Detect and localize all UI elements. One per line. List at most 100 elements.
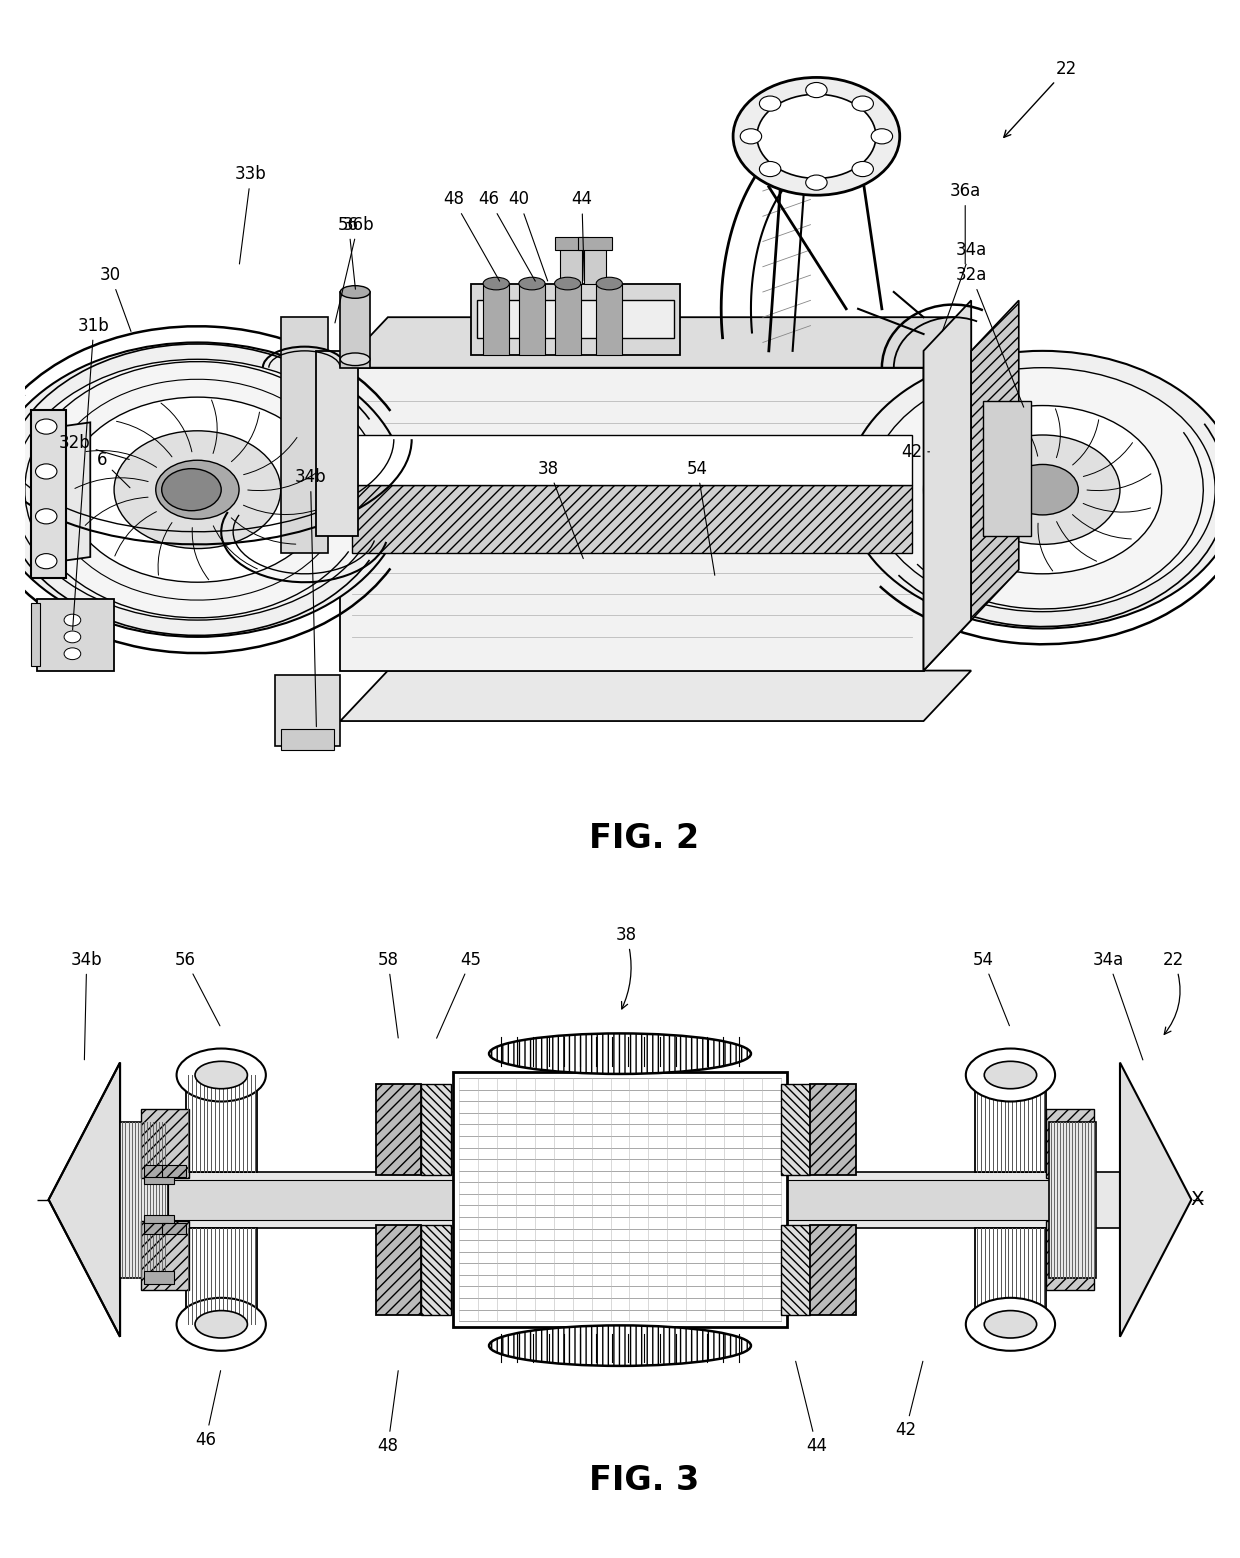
Bar xyxy=(352,435,911,486)
Circle shape xyxy=(924,405,1162,573)
Text: 32b: 32b xyxy=(60,435,129,460)
Bar xyxy=(280,318,329,553)
Text: 54: 54 xyxy=(687,460,714,575)
Text: 34a: 34a xyxy=(942,241,987,332)
Circle shape xyxy=(64,614,81,626)
Text: X: X xyxy=(1190,1190,1204,1209)
Ellipse shape xyxy=(489,1326,751,1366)
Text: 42: 42 xyxy=(901,442,930,461)
Bar xyxy=(975,1228,1047,1324)
Ellipse shape xyxy=(340,285,370,298)
Text: 22: 22 xyxy=(1004,61,1078,137)
Circle shape xyxy=(740,129,761,143)
Bar xyxy=(340,368,924,670)
Bar xyxy=(1047,1221,1094,1290)
Ellipse shape xyxy=(596,277,622,290)
Ellipse shape xyxy=(733,78,900,195)
Bar xyxy=(316,351,358,536)
Bar xyxy=(120,1122,167,1278)
Bar xyxy=(454,1072,786,1327)
Ellipse shape xyxy=(340,354,370,366)
Text: 31b: 31b xyxy=(73,316,109,629)
Ellipse shape xyxy=(489,1033,751,1073)
Bar xyxy=(554,237,588,249)
Text: 40: 40 xyxy=(508,190,548,280)
Text: 44: 44 xyxy=(572,190,593,280)
Text: 54: 54 xyxy=(972,950,1009,1025)
Bar xyxy=(781,1225,811,1315)
Polygon shape xyxy=(924,318,971,670)
Circle shape xyxy=(985,1310,1037,1338)
Ellipse shape xyxy=(176,1049,265,1102)
Bar xyxy=(37,600,114,670)
Bar xyxy=(983,402,1030,536)
Circle shape xyxy=(806,83,827,98)
Bar xyxy=(554,284,580,355)
Bar xyxy=(1047,1109,1094,1178)
Bar xyxy=(975,1075,1047,1172)
Circle shape xyxy=(759,97,781,111)
Text: 32a: 32a xyxy=(956,266,1024,407)
Bar xyxy=(186,1228,257,1324)
Bar xyxy=(141,1109,188,1178)
Circle shape xyxy=(872,129,893,143)
Circle shape xyxy=(64,648,81,659)
Bar xyxy=(340,291,370,368)
Bar xyxy=(596,284,622,355)
Circle shape xyxy=(114,432,280,548)
Bar xyxy=(484,284,510,355)
Text: 33b: 33b xyxy=(236,165,267,263)
Bar xyxy=(376,1225,422,1315)
Circle shape xyxy=(852,162,873,176)
Bar xyxy=(352,486,911,553)
Circle shape xyxy=(36,509,57,523)
Circle shape xyxy=(846,351,1239,628)
Text: 38: 38 xyxy=(615,925,636,1010)
Polygon shape xyxy=(340,670,971,721)
Ellipse shape xyxy=(484,277,510,290)
Bar xyxy=(161,1223,186,1234)
Circle shape xyxy=(156,460,239,519)
Bar xyxy=(275,675,340,746)
Ellipse shape xyxy=(518,277,546,290)
Circle shape xyxy=(12,360,382,620)
Polygon shape xyxy=(48,1063,120,1337)
Bar xyxy=(144,1215,174,1228)
Polygon shape xyxy=(1120,1063,1192,1337)
Text: 48: 48 xyxy=(443,190,500,280)
Bar xyxy=(144,1165,167,1176)
Circle shape xyxy=(1007,464,1079,514)
Text: FIG. 2: FIG. 2 xyxy=(589,823,699,855)
Bar xyxy=(376,1084,422,1175)
Text: 36a: 36a xyxy=(950,182,981,263)
Bar xyxy=(167,1179,1073,1220)
Circle shape xyxy=(36,464,57,478)
Bar xyxy=(560,241,582,284)
Bar xyxy=(144,1271,174,1284)
Text: 34b: 34b xyxy=(295,467,326,726)
Ellipse shape xyxy=(554,277,580,290)
Ellipse shape xyxy=(966,1049,1055,1102)
Polygon shape xyxy=(340,318,971,368)
Text: 56: 56 xyxy=(175,950,219,1025)
Text: 58: 58 xyxy=(377,950,398,1038)
Text: 6: 6 xyxy=(97,452,130,488)
Ellipse shape xyxy=(756,95,875,179)
Circle shape xyxy=(36,419,57,435)
Polygon shape xyxy=(61,422,91,561)
Text: 42: 42 xyxy=(895,1362,923,1440)
Text: FIG. 3: FIG. 3 xyxy=(589,1463,699,1497)
Text: 45: 45 xyxy=(436,950,481,1038)
Circle shape xyxy=(852,97,873,111)
Circle shape xyxy=(195,1061,248,1089)
Text: 38: 38 xyxy=(538,460,583,559)
Circle shape xyxy=(36,553,57,569)
Circle shape xyxy=(64,631,81,643)
Bar xyxy=(584,241,605,284)
Circle shape xyxy=(759,162,781,176)
Bar xyxy=(31,410,67,578)
Bar xyxy=(471,284,680,355)
Bar xyxy=(141,1221,188,1290)
Circle shape xyxy=(161,469,221,511)
Bar xyxy=(422,1084,451,1175)
